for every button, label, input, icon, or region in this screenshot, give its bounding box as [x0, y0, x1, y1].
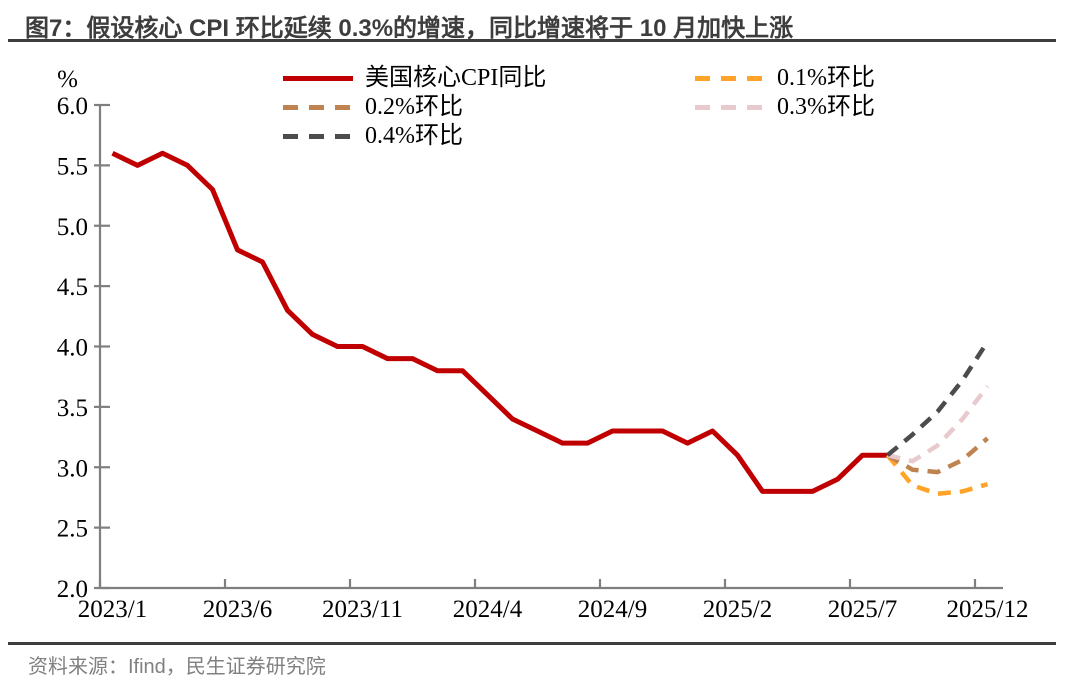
x-tick-label: 2025/12: [947, 596, 1029, 623]
legend-label: 0.2%环比: [365, 94, 463, 120]
x-tick-label: 2024/9: [578, 596, 647, 623]
x-tick-label: 2023/1: [78, 596, 147, 623]
x-tick-label: 2023/6: [203, 596, 272, 623]
source-note: 资料来源：Ifind，民生证券研究院: [28, 656, 326, 678]
y-axis-unit-label: %: [57, 66, 78, 93]
legend-item-mom-0-3: 0.3%环比: [695, 93, 875, 122]
legend-item-mom-0-2: 0.2%环比: [283, 93, 695, 122]
legend-swatch-dashed-pink: [695, 105, 765, 110]
y-tick-label: 3.0: [57, 455, 88, 482]
legend-label: 0.4%环比: [365, 123, 463, 149]
legend-swatch-dashed-orange: [695, 76, 765, 81]
x-tick-label: 2025/7: [828, 596, 897, 623]
y-tick-label: 3.5: [57, 395, 88, 422]
y-tick-label: 5.5: [57, 153, 88, 180]
legend-label: 0.3%环比: [777, 94, 875, 120]
series-line-2: [886, 436, 989, 475]
series-line-4: [886, 340, 990, 457]
x-tick-label: 2025/2: [703, 596, 772, 623]
x-tick-label: 2024/4: [453, 596, 523, 623]
y-tick-label: 6.0: [57, 93, 88, 120]
legend-item-mom-0-1: 0.1%环比: [695, 64, 875, 93]
y-tick-label: 2.0: [57, 576, 88, 603]
title-underline: [8, 39, 1056, 42]
x-tick-label: 2023/11: [322, 596, 403, 623]
y-tick-label: 4.5: [57, 274, 88, 301]
chart-legend: 美国核心CPI同比 0.1%环比 0.2%环比 0.3%环比 0.4%环比: [283, 64, 875, 151]
legend-label: 0.1%环比: [777, 65, 875, 91]
legend-item-core-cpi-yoy: 美国核心CPI同比: [283, 64, 695, 93]
y-tick-label: 4.0: [57, 335, 88, 362]
legend-swatch-dashed-brown: [283, 105, 353, 110]
legend-item-mom-0-4: 0.4%环比: [283, 122, 695, 151]
footer-rule: [8, 642, 1056, 645]
y-tick-label: 2.5: [57, 516, 88, 543]
legend-label: 美国核心CPI同比: [365, 65, 547, 91]
series-line-1: [885, 453, 989, 497]
y-tick-label: 5.0: [57, 214, 88, 241]
series-line-3: [886, 384, 990, 464]
figure-title: 图7：假设核心 CPI 环比延续 0.3%的增速，同比增速将于 10 月加快上涨: [25, 15, 794, 42]
legend-swatch-dashed-gray: [283, 134, 353, 139]
legend-swatch-solid-red: [283, 76, 353, 81]
series-line-0: [111, 150, 888, 494]
